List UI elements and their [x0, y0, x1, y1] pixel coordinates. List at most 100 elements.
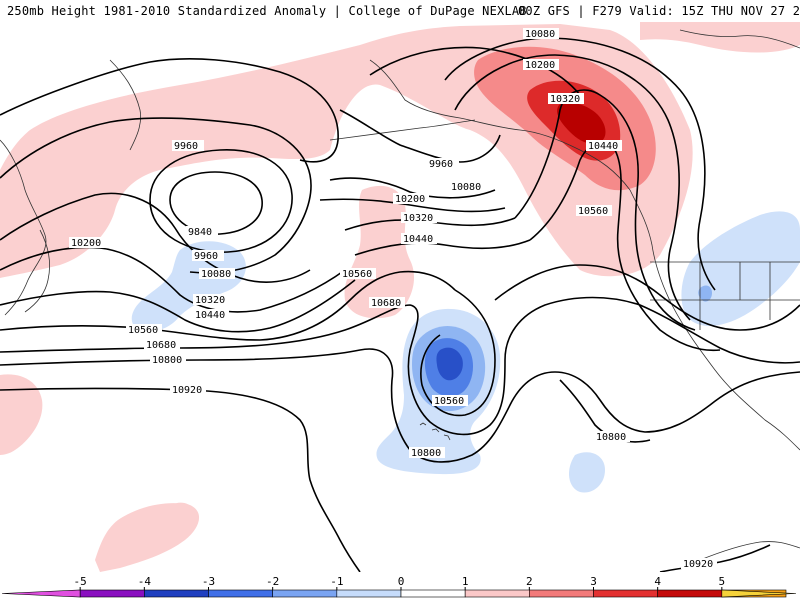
- label-10800-c: 10800: [594, 431, 630, 443]
- coastline-asia: [0, 139, 47, 316]
- colorbar-segment: [208, 589, 273, 598]
- contour-9960-east: [339, 109, 501, 163]
- svg-text:10320: 10320: [403, 213, 433, 224]
- colorbar-tick-label: 2: [526, 575, 533, 588]
- contour-10920-south: [659, 544, 771, 572]
- coastline-hawaii: [419, 422, 451, 441]
- label-10920-a: 10920: [170, 384, 206, 396]
- colorbar-segment: [272, 589, 338, 598]
- colorbar-segment: [1, 589, 81, 598]
- contour-10080-north: [369, 46, 581, 96]
- label-10800-a: 10800: [150, 354, 186, 366]
- colorbar-tick-label: -5: [74, 575, 87, 588]
- label-10440-b: 10440: [401, 233, 437, 245]
- label-9960-c: 9960: [192, 250, 224, 262]
- contour-10560-west: [0, 270, 456, 341]
- map-title: 250mb Height 1981-2010 Standardized Anom…: [7, 4, 527, 18]
- label-10560-d: 10560: [432, 395, 468, 407]
- pos-anomaly-west: [0, 374, 43, 455]
- anomaly-colorbar: -5 -4 -3 -2 -1 0 1 2 3 4 5: [1, 575, 797, 598]
- label-10200-a: 10200: [523, 59, 559, 71]
- label-9960-a: 9960: [172, 140, 204, 152]
- svg-text:10080: 10080: [451, 182, 481, 193]
- label-10200-b: 10200: [393, 193, 429, 205]
- svg-text:10560: 10560: [128, 325, 158, 336]
- contour-10560-east: [494, 264, 800, 331]
- contour-9960-west: [0, 58, 339, 163]
- svg-text:10440: 10440: [403, 234, 433, 245]
- label-10080-c: 10080: [199, 268, 235, 280]
- contour-10800: [0, 348, 800, 463]
- contour-10440-mid: [354, 239, 531, 256]
- svg-text:10800: 10800: [152, 355, 182, 366]
- label-10680-b: 10680: [144, 339, 180, 351]
- colorbar-tick-label: 5: [719, 575, 726, 588]
- run-info: 00Z GFS | F279 Valid: 15Z THU NOV 27 202…: [518, 4, 800, 18]
- neg-anomaly-western-us-core: [698, 285, 712, 302]
- svg-text:10200: 10200: [395, 194, 425, 205]
- pos-anomaly-northeast-corner: [640, 22, 800, 53]
- colorbar-tick-label: -4: [138, 575, 152, 588]
- svg-text:10800: 10800: [411, 448, 441, 459]
- svg-text:10440: 10440: [588, 141, 618, 152]
- contour-10200-mid: [319, 198, 506, 213]
- contour-10200-west: [0, 192, 311, 283]
- svg-text:10680: 10680: [371, 298, 401, 309]
- svg-text:10560: 10560: [342, 269, 372, 280]
- contour-10080-trough: [329, 177, 496, 199]
- colorbar-segment: [657, 589, 723, 598]
- colorbar-ticks: -5 -4 -3 -2 -1 0 1 2 3 4 5: [74, 575, 726, 590]
- coastlines: [0, 29, 800, 561]
- contour-10080-ridge: [444, 37, 716, 291]
- coastline-arctic: [679, 29, 800, 49]
- svg-text:10560: 10560: [578, 206, 608, 217]
- contour-10080-west: [0, 117, 312, 274]
- colorbar-segments: [1, 589, 797, 598]
- svg-text:9960: 9960: [429, 159, 453, 170]
- colorbar-segment: [400, 589, 466, 598]
- label-10680-a: 10680: [369, 297, 405, 309]
- colorbar-tick-label: -2: [266, 575, 279, 588]
- svg-text:9960: 9960: [194, 251, 218, 262]
- coastline-japan: [24, 229, 50, 313]
- neg-anomaly-south: [568, 452, 605, 493]
- svg-text:10320: 10320: [550, 94, 580, 105]
- contour-10200-ridge: [454, 54, 691, 321]
- label-10080-a: 10080: [523, 28, 559, 40]
- svg-text:10560: 10560: [434, 396, 464, 407]
- label-10320-c: 10320: [193, 294, 229, 306]
- svg-text:9840: 9840: [188, 227, 212, 238]
- colorbar-segment: [593, 589, 658, 598]
- label-10080-b: 10080: [449, 181, 485, 193]
- svg-text:10080: 10080: [201, 269, 231, 280]
- neg-anomaly-northwest-pacific: [131, 241, 246, 332]
- pos-anomaly-southwest: [95, 503, 200, 572]
- contour-10920: [0, 387, 361, 572]
- colorbar-tick-label: 1: [462, 575, 469, 588]
- label-10200-c: 10200: [69, 237, 105, 249]
- colorbar-segment: [79, 589, 145, 598]
- map-header: 250mb Height 1981-2010 Standardized Anom…: [0, 0, 800, 22]
- svg-text:10200: 10200: [525, 60, 555, 71]
- colorbar-tick-label: 4: [654, 575, 661, 588]
- coastline-north-america: [629, 189, 800, 451]
- colorbar-segment: [144, 589, 209, 598]
- coastline-alaska: [369, 59, 631, 191]
- contour-10560-trough: [420, 289, 496, 417]
- label-9840: 9840: [186, 226, 218, 238]
- neg-anomaly-trough-core: [436, 347, 463, 381]
- svg-text:10680: 10680: [146, 340, 176, 351]
- colorbar-segment: [336, 589, 402, 598]
- svg-text:10320: 10320: [195, 295, 225, 306]
- pos-anomaly-central-pacific: [344, 185, 415, 319]
- height-contours: [0, 37, 800, 572]
- contour-10320-ridge: [514, 89, 696, 331]
- label-10920-b: 10920: [681, 558, 717, 570]
- coastline-us-border: [650, 261, 800, 330]
- colorbar-tick-label: 3: [590, 575, 597, 588]
- colorbar-tick-label: -3: [202, 575, 215, 588]
- label-10800-b: 10800: [409, 447, 445, 459]
- coastline-aleutians: [329, 119, 476, 141]
- contour-10800-east: [559, 379, 651, 443]
- label-10440-c: 10440: [193, 309, 229, 321]
